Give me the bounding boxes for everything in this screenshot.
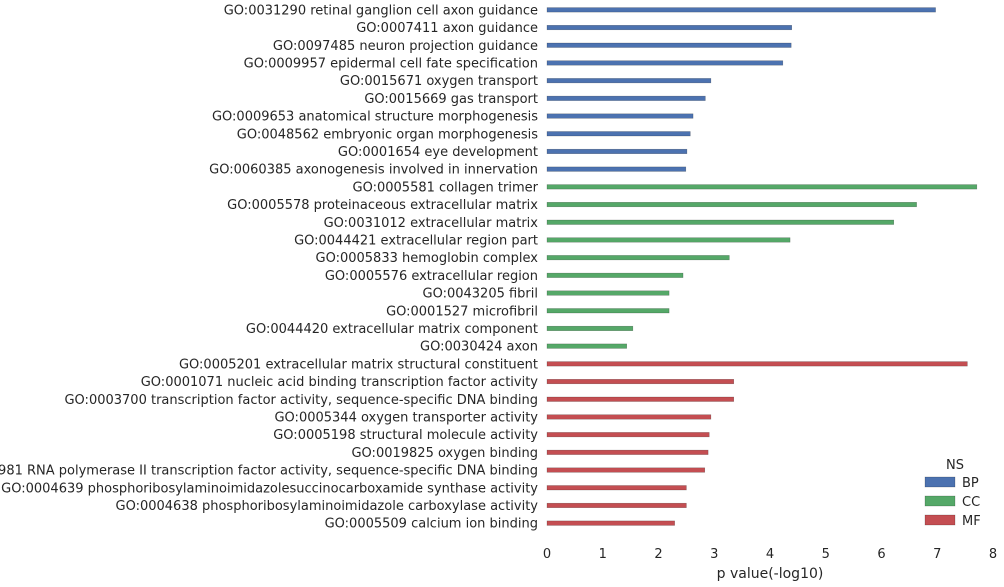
x-tick-label: 4 [766,547,774,562]
x-tick-label: 2 [654,547,662,562]
category-label: GO:0005576 extracellular region [325,269,538,284]
legend-swatch-cc [924,495,956,507]
category-label: GO:0019825 oxygen binding [351,446,538,461]
bar-cc [546,325,634,331]
category-label: GO:0001654 eye development [338,145,538,160]
category-label: GO:0060385 axonogenesis involved in inne… [209,163,538,178]
category-label: GO:0043205 fibril [423,287,539,302]
category-label: GO:0001527 microfibril [386,304,538,319]
bar-mf [546,449,709,455]
x-tick-label: 0 [543,547,551,562]
bar-cc [546,202,917,208]
legend-swatch-mf [924,514,956,526]
legend-label: CC [962,495,980,510]
legend-swatch-bp [924,476,956,488]
x-tick-label: 7 [933,547,941,562]
category-label: GO:0009957 epidermal cell fate specifica… [244,56,538,71]
category-label: GO:0048562 embryonic organ morphogenesis [237,127,538,142]
bar-cc [546,219,895,225]
category-label: GO:0015671 oxygen transport [340,74,538,89]
category-label: GO:0005198 structural molecule activity [273,428,538,443]
category-label: GO:0001071 nucleic acid binding transcri… [141,375,539,390]
bar-bp [546,7,936,13]
category-label: GO:0030424 axon [420,340,538,355]
category-label: GO:0009653 anatomical structure morphoge… [212,110,538,125]
bar-mf [546,485,687,491]
bar-mf [546,414,712,420]
legend-label: BP [962,476,979,491]
bar-mf [546,502,687,508]
bar-bp [546,78,712,84]
bar-cc [546,272,684,278]
x-tick-label: 5 [822,547,830,562]
category-labels: GO:0031290 retinal ganglion cell axon gu… [0,3,539,531]
category-label: GO:0005201 extracellular matrix structur… [179,357,538,372]
legend-title: NS [946,458,964,473]
bar-mf [546,361,968,367]
bar-cc [546,184,978,190]
category-label: GO:0004639 phosphoribosylaminoimidazoles… [1,481,538,496]
x-tick-label: 3 [710,547,718,562]
bar-bp [546,148,688,154]
category-label: GO:0044421 extracellular region part [294,233,538,248]
bar-mf [546,396,735,402]
bar-mf [546,432,710,438]
category-label: GO:0000981 RNA polymerase II transcripti… [0,464,538,479]
bar-bp [546,113,694,119]
bar-bp [546,95,706,101]
x-axis: 0 1 2 3 4 5 6 7 8 [543,547,997,562]
bar-bp [546,42,792,48]
x-tick-label: 1 [599,547,607,562]
bar-bp [546,166,687,172]
x-tick-label: 6 [877,547,885,562]
x-tick-label: 8 [989,547,997,562]
category-label: GO:0007411 axon guidance [356,21,538,36]
bar-mf [546,520,675,526]
bar-mf [546,467,706,473]
bar-bp [546,25,792,31]
bars [546,7,978,526]
category-label: GO:0015669 gas transport [364,92,538,107]
category-label: GO:0003700 transcription factor activity… [64,393,538,408]
category-label: GO:0004638 phosphoribosylaminoimidazole … [116,499,539,514]
category-label: GO:0005344 oxygen transporter activity [274,410,538,425]
bar-cc [546,237,791,243]
legend-label: MF [962,514,981,529]
category-label: GO:0005581 collagen trimer [353,180,539,195]
bar-cc [546,308,670,314]
category-label: GO:0031012 extracellular matrix [324,216,539,231]
category-label: GO:0031290 retinal ganglion cell axon gu… [224,3,538,18]
bar-cc [546,290,670,296]
category-label: GO:0005833 hemoglobin complex [316,251,539,266]
bar-bp [546,60,784,66]
bar-mf [546,379,735,385]
category-label: GO:0005509 calcium ion binding [325,517,538,532]
legend: NS BP CC MF [924,458,981,529]
bar-cc [546,255,730,261]
category-label: GO:0044420 extracellular matrix componen… [246,322,538,337]
category-label: GO:0097485 neuron projection guidance [273,39,538,54]
bar-bp [546,131,691,137]
category-label: GO:0005578 proteinaceous extracellular m… [227,198,538,213]
x-axis-title: p value(-log10) [717,566,824,582]
bar-cc [546,343,627,349]
